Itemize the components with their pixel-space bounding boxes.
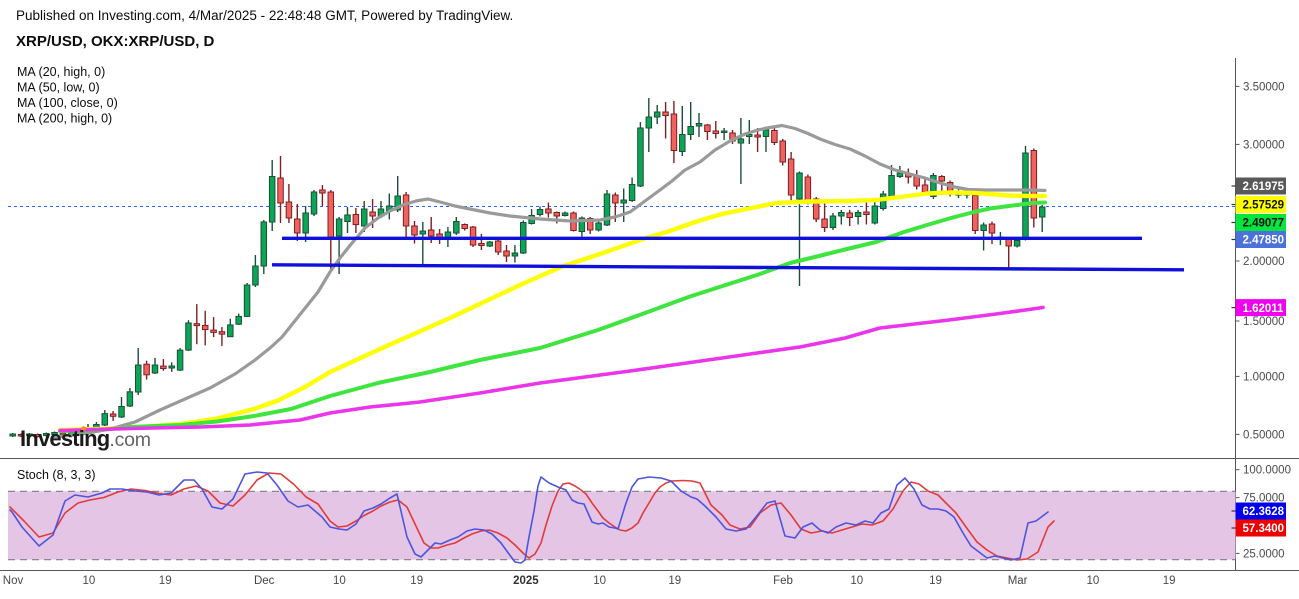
svg-text:10: 10 bbox=[83, 575, 96, 587]
svg-text:19: 19 bbox=[159, 575, 172, 587]
svg-text:3.50000: 3.50000 bbox=[1243, 81, 1285, 93]
svg-text:MA (50, low, 0): MA (50, low, 0) bbox=[17, 81, 100, 95]
svg-text:19: 19 bbox=[929, 575, 942, 587]
svg-text:Dec: Dec bbox=[254, 575, 275, 587]
svg-text:0.50000: 0.50000 bbox=[1243, 429, 1285, 441]
svg-text:10: 10 bbox=[593, 575, 606, 587]
svg-text:57.3400: 57.3400 bbox=[1243, 523, 1285, 535]
svg-text:MA (200, high, 0): MA (200, high, 0) bbox=[17, 112, 112, 126]
svg-text:10: 10 bbox=[850, 575, 863, 587]
svg-text:Mar: Mar bbox=[1008, 575, 1028, 587]
svg-text:Feb: Feb bbox=[773, 575, 793, 587]
svg-text:Investing.com: Investing.com bbox=[20, 426, 151, 451]
svg-text:62.3628: 62.3628 bbox=[1243, 506, 1285, 518]
svg-text:MA (100, close, 0): MA (100, close, 0) bbox=[17, 96, 118, 110]
svg-text:100.0000: 100.0000 bbox=[1243, 465, 1291, 477]
svg-text:19: 19 bbox=[668, 575, 681, 587]
svg-text:Published on Investing.com, 4/: Published on Investing.com, 4/Mar/2025 -… bbox=[16, 8, 513, 23]
svg-text:XRP/USD, OKX:XRP/USD, D: XRP/USD, OKX:XRP/USD, D bbox=[16, 33, 215, 50]
svg-text:25.0000: 25.0000 bbox=[1243, 548, 1285, 560]
svg-text:1.50000: 1.50000 bbox=[1243, 316, 1285, 328]
svg-text:2.47850: 2.47850 bbox=[1243, 235, 1285, 247]
svg-text:1.00000: 1.00000 bbox=[1243, 371, 1285, 383]
svg-text:2.57529: 2.57529 bbox=[1243, 200, 1285, 212]
svg-text:2.00000: 2.00000 bbox=[1243, 256, 1285, 268]
svg-text:10: 10 bbox=[333, 575, 346, 587]
svg-text:Stoch (8, 3, 3): Stoch (8, 3, 3) bbox=[17, 468, 96, 482]
svg-text:75.0000: 75.0000 bbox=[1243, 493, 1285, 505]
svg-text:19: 19 bbox=[410, 575, 423, 587]
svg-text:MA (20, high, 0): MA (20, high, 0) bbox=[17, 65, 105, 79]
svg-text:19: 19 bbox=[1163, 575, 1176, 587]
svg-text:Nov: Nov bbox=[3, 575, 24, 587]
svg-text:1.62011: 1.62011 bbox=[1243, 303, 1285, 315]
svg-text:10: 10 bbox=[1087, 575, 1100, 587]
svg-text:2.49077: 2.49077 bbox=[1243, 218, 1285, 230]
svg-text:2.61975: 2.61975 bbox=[1243, 181, 1285, 193]
svg-text:3.00000: 3.00000 bbox=[1243, 139, 1285, 151]
svg-text:2025: 2025 bbox=[513, 575, 539, 587]
